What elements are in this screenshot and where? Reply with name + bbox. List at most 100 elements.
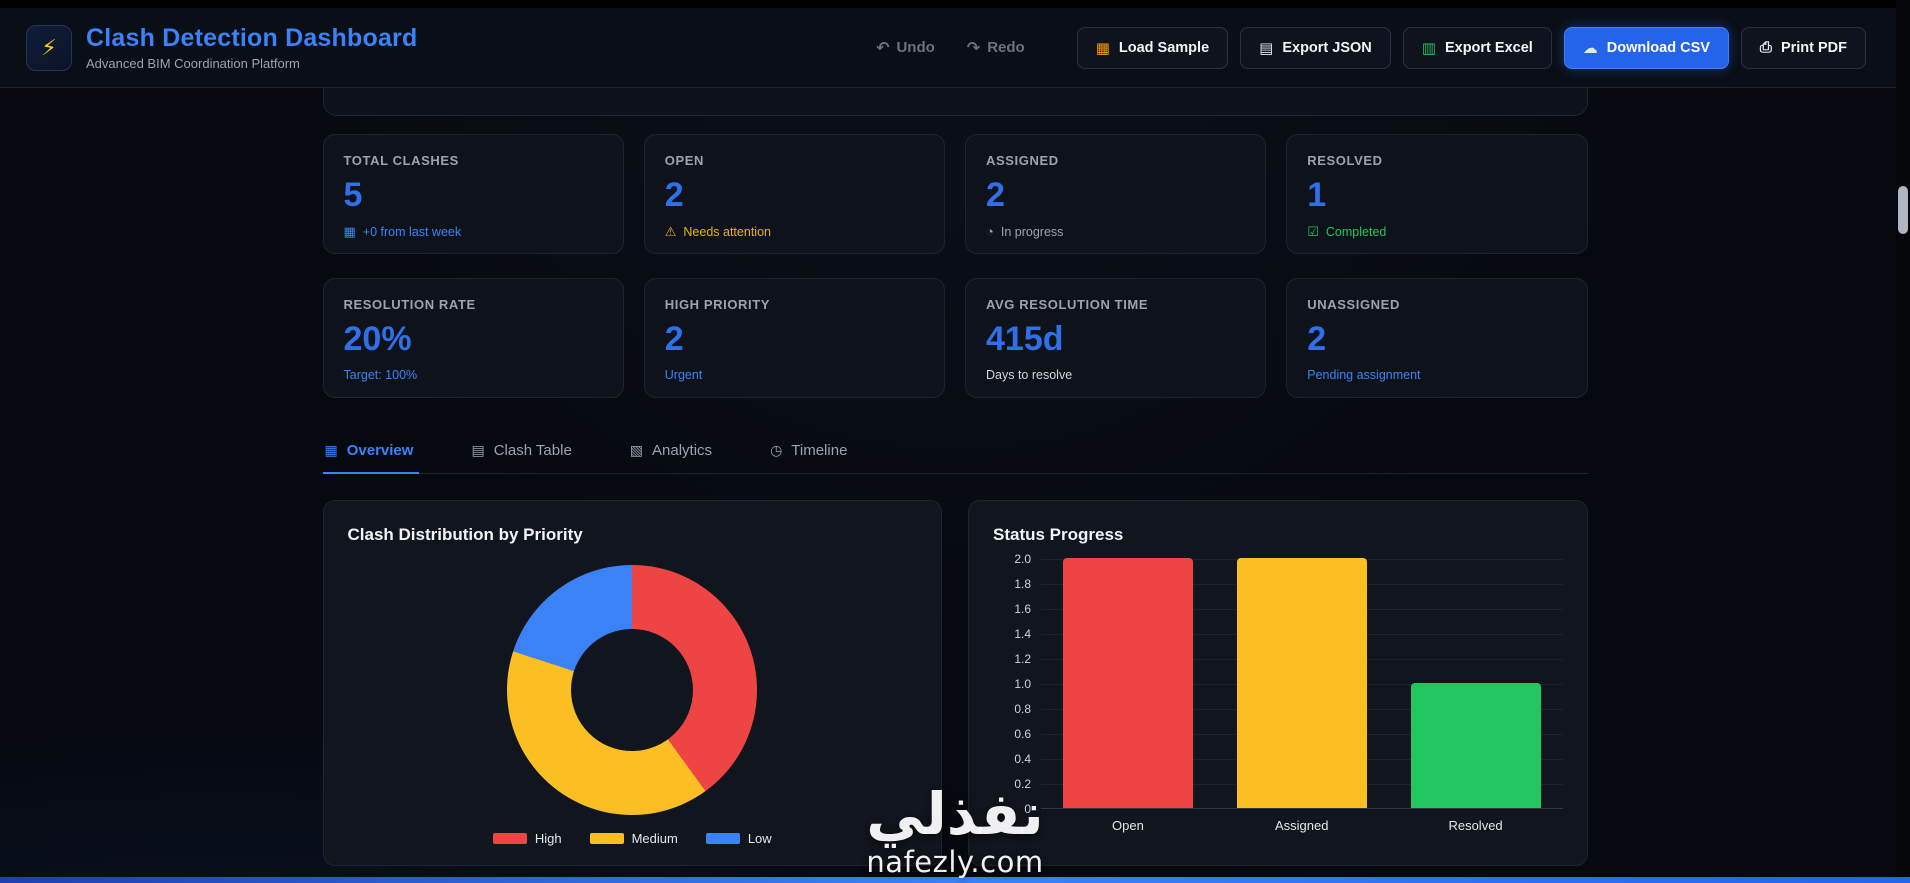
print-pdf-label: Print PDF [1780, 39, 1847, 56]
y-tick-label: 0 [1024, 802, 1031, 816]
page-title: Clash Detection Dashboard [86, 24, 418, 52]
legend-swatch [589, 833, 624, 844]
stat-card-assigned: ASSIGNED 2 ◔ In progress [965, 134, 1267, 254]
stat-label: UNASSIGNED [1307, 297, 1400, 312]
stat-label: AVG RESOLUTION TIME [986, 297, 1149, 312]
stat-label: TOTAL CLASHES [343, 153, 459, 168]
stat-value: 20% [343, 320, 412, 358]
clock-icon: ◷ [770, 442, 783, 458]
tab-clash-table[interactable]: ▤ Clash Table [469, 432, 577, 474]
scrolled-card-partial [322, 88, 1588, 116]
page-subtitle: Advanced BIM Coordination Platform [86, 56, 300, 71]
stat-sub-label: +0 from last week [362, 225, 462, 239]
legend-label: Low [747, 831, 772, 846]
brand-text: Clash Detection Dashboard Advanced BIM C… [86, 24, 417, 71]
y-tick-label: 2.0 [1014, 552, 1031, 566]
y-tick-label: 1.0 [1014, 677, 1031, 691]
main-content: TOTAL CLASHES 5 ▦ +0 from last week OPEN… [322, 88, 1588, 866]
export-json-label: Export JSON [1282, 39, 1372, 56]
printer-icon: ⎙ [1759, 39, 1772, 56]
download-csv-button[interactable]: ☁ Download CSV [1563, 26, 1729, 69]
spreadsheet-icon: ▥ [1421, 39, 1436, 57]
stat-subtext: Pending assignment [1307, 368, 1566, 382]
stat-card-resolved: RESOLVED 1 ☑ Completed [1286, 134, 1588, 254]
chart-title: Clash Distribution by Priority [347, 525, 583, 544]
stat-sub-label: Urgent [664, 368, 703, 382]
cloud-download-icon: ☁ [1582, 39, 1598, 57]
stat-subtext: Urgent [665, 368, 924, 382]
export-excel-button[interactable]: ▥ Export Excel [1402, 26, 1552, 69]
stat-card-total-clashes: TOTAL CLASHES 5 ▦ +0 from last week [322, 134, 624, 254]
stat-subtext: ◔ In progress [986, 224, 1245, 239]
stat-subtext: ▦ +0 from last week [344, 224, 603, 240]
tab-label: Clash Table [493, 442, 572, 459]
donut-hole [571, 629, 694, 751]
y-tick-label: 1.6 [1014, 602, 1031, 616]
export-json-button[interactable]: ▤ Export JSON [1240, 26, 1391, 69]
stats-grid: TOTAL CLASHES 5 ▦ +0 from last week OPEN… [322, 134, 1588, 398]
donut-chart[interactable] [507, 565, 758, 815]
print-pdf-button[interactable]: ⎙ Print PDF [1740, 26, 1866, 69]
stat-sub-label: In progress [1000, 224, 1064, 239]
stat-label: HIGH PRIORITY [664, 297, 771, 312]
tab-overview[interactable]: ▦ Overview [322, 432, 420, 474]
redo-label: Redo [987, 39, 1025, 56]
legend-swatch [705, 833, 740, 844]
analytics-icon: ▧ [629, 442, 644, 458]
redo-icon: ↷ [966, 39, 981, 57]
progress-icon: ◔ [986, 224, 994, 239]
charts-row: Clash Distribution by Priority High Mediu… [322, 500, 1588, 866]
y-tick-label: 1.4 [1014, 627, 1031, 641]
app-logo: ⚡ [26, 24, 72, 71]
bar-assigned[interactable] [1236, 558, 1367, 808]
x-axis-label: Open [1112, 818, 1144, 833]
x-axis-label: Assigned [1274, 818, 1329, 833]
bar-yaxis: 2.0 1.8 1.6 1.4 1.2 1.0 0.8 0.6 0.4 0.2 0 [997, 553, 1031, 815]
y-tick-label: 0.2 [1014, 777, 1031, 791]
status-progress-card: Status Progress 2.0 1.8 1.6 1.4 1.2 1.0 0.8 0.6… [968, 500, 1588, 866]
legend-item[interactable]: High [492, 831, 562, 846]
brand: ⚡ Clash Detection Dashboard Advanced BIM… [26, 24, 417, 71]
tab-analytics[interactable]: ▧ Analytics [628, 432, 718, 474]
legend-item[interactable]: Medium [589, 831, 678, 846]
warning-icon: ⚠ [664, 224, 677, 239]
bottom-accent-bar [0, 877, 1910, 883]
load-sample-button[interactable]: ▦ Load Sample [1076, 26, 1229, 69]
stat-label: RESOLVED [1307, 153, 1383, 168]
bar-open[interactable] [1062, 558, 1193, 808]
stat-card-unassigned: UNASSIGNED 2 Pending assignment [1286, 278, 1588, 398]
check-icon: ☑ [1307, 224, 1319, 239]
app-header: ⚡ Clash Detection Dashboard Advanced BIM… [0, 8, 1910, 88]
undo-button[interactable]: ↶ Undo [866, 30, 945, 66]
scrollbar-track[interactable] [1896, 0, 1910, 883]
stat-subtext: ☑ Completed [1307, 224, 1566, 240]
scrollbar-thumb[interactable] [1898, 186, 1908, 234]
undo-label: Undo [896, 39, 935, 56]
stat-sub-label: Pending assignment [1307, 368, 1421, 382]
bar-chart-icon: ▦ [324, 442, 338, 458]
y-tick-label: 0.4 [1014, 752, 1031, 766]
stat-card-open: OPEN 2 ⚠ Needs attention [643, 134, 945, 254]
tab-label: Timeline [791, 442, 848, 459]
legend-swatch [492, 833, 527, 844]
stat-value: 2 [664, 176, 684, 214]
stat-card-avg-resolution-time: AVG RESOLUTION TIME 415d Days to resolve [965, 278, 1267, 398]
bar-chart: 2.0 1.8 1.6 1.4 1.2 1.0 0.8 0.6 0.4 0.2 0 Open Assi… [993, 553, 1563, 833]
bar-resolved[interactable] [1410, 683, 1541, 808]
donut-wrap [348, 565, 918, 815]
legend-item[interactable]: Low [705, 831, 772, 846]
stat-value: 415d [986, 320, 1064, 358]
stat-card-resolution-rate: RESOLUTION RATE 20% Target: 100% [322, 278, 624, 398]
stat-sub-label: Needs attention [683, 225, 771, 239]
stat-value: 1 [1307, 176, 1327, 214]
redo-button[interactable]: ↷ Redo [957, 30, 1035, 66]
window-top-strip [0, 0, 1910, 8]
stat-label: RESOLUTION RATE [343, 297, 476, 312]
tab-bar: ▦ Overview ▤ Clash Table ▧ Analytics ◷ T… [322, 432, 1588, 474]
download-csv-label: Download CSV [1606, 39, 1710, 56]
tab-timeline[interactable]: ◷ Timeline [768, 432, 853, 474]
chart-icon: ▦ [343, 224, 356, 239]
bar-xlabels: Open Assigned Resolved [1041, 818, 1563, 833]
stat-value: 5 [343, 176, 363, 214]
legend-label: High [534, 831, 562, 846]
